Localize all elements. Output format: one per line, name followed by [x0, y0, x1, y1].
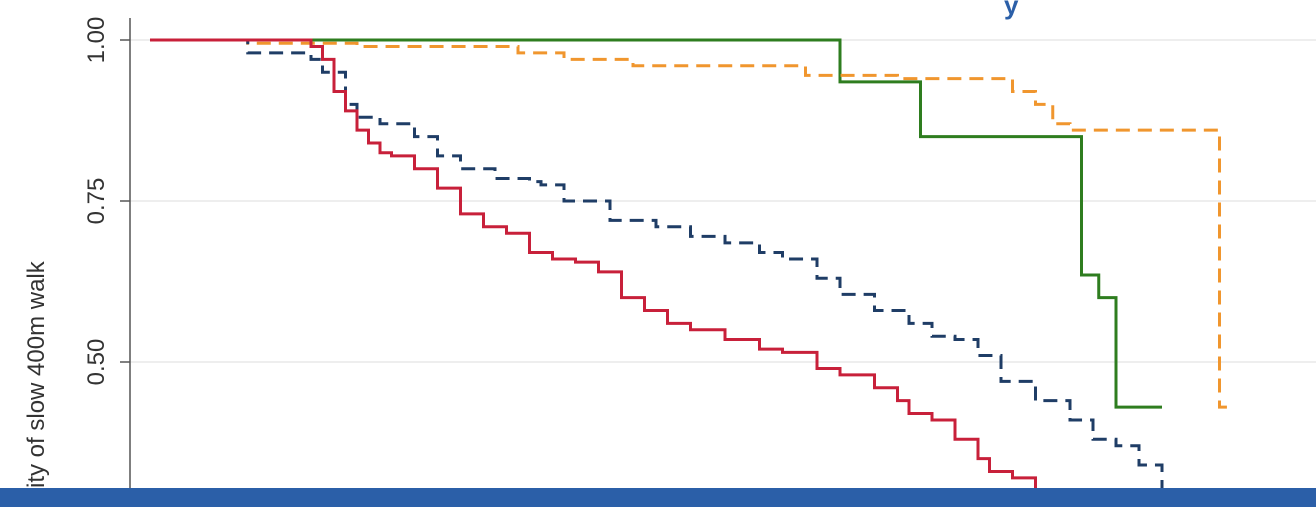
series-line-1 [150, 38, 1231, 409]
y-axis-label: bility of slow 400m walk [23, 260, 50, 488]
series-layer [150, 38, 1231, 488]
series-line-2 [150, 38, 1164, 488]
y-tick-label-1: 0.75 [83, 178, 110, 225]
grid-layer [130, 39, 1316, 363]
y-tick-label-2: 0.50 [83, 339, 110, 386]
axis-layer: 1.00 0.75 0.50 [83, 17, 131, 488]
bottom-band [0, 488, 1316, 507]
series-line-0 [150, 38, 1162, 409]
y-tick-label-0: 1.00 [83, 17, 110, 64]
chart-title-fragment: y [1004, 0, 1019, 20]
chart-plot-area: 1.00 0.75 0.50 bility of slow 400m walk y [23, 0, 1316, 488]
series-line-3 [150, 38, 1037, 488]
